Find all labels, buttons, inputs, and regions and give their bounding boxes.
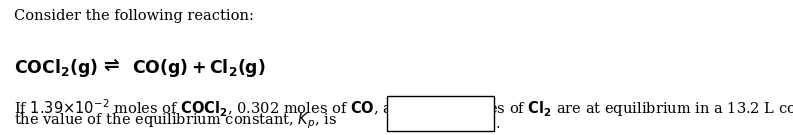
- Text: $\mathbf{COCl_2(g)}$: $\mathbf{COCl_2(g)}$: [14, 57, 98, 79]
- Text: .: .: [496, 117, 500, 131]
- Text: $\mathbf{\rightleftharpoons}$: $\mathbf{\rightleftharpoons}$: [100, 55, 121, 74]
- Text: $\mathbf{CO(g) + Cl_2(g)}$: $\mathbf{CO(g) + Cl_2(g)}$: [132, 57, 266, 79]
- Bar: [387, 96, 494, 131]
- Text: the value of the equilibrium constant, $K_p$, is: the value of the equilibrium constant, $…: [14, 110, 338, 131]
- Text: Consider the following reaction:: Consider the following reaction:: [14, 9, 254, 23]
- Text: If $1.39{\times}10^{-2}$ moles of $\mathbf{COCl_2}$, 0.302 moles of $\mathbf{CO}: If $1.39{\times}10^{-2}$ moles of $\math…: [14, 97, 793, 119]
